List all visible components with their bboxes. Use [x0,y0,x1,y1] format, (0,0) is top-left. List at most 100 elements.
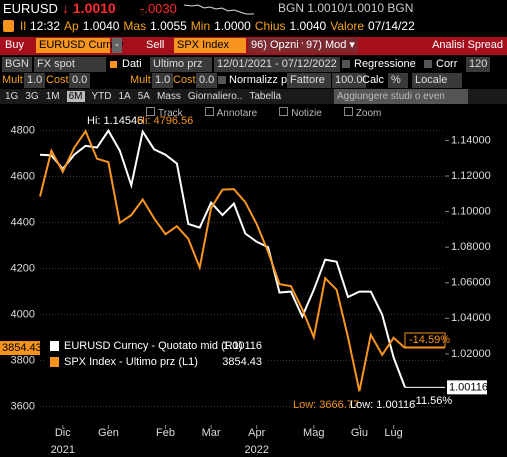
period-tab[interactable]: Tabella [249,91,282,102]
start-date[interactable]: 12/01/2021 [214,57,276,72]
function-icon[interactable] [3,20,14,32]
legend-label: EURUSD Curncy - Quotato mid (R1) [64,340,243,352]
cost-label: Cost [173,74,196,86]
normalize-checkbox[interactable] [218,76,226,84]
last-price: ↓ 1.0010 [62,0,116,16]
y-tick-label: 4400 [11,216,35,228]
bid-ask: BGN 1.0010/1.0010 BGN [278,1,414,15]
mult-field[interactable]: 1.0 [24,73,46,88]
legend-label: SPX Index - Ultimo prz (L1) [64,356,198,368]
mult-field[interactable]: 1.0 [152,73,174,88]
source-type-field[interactable]: FX spot [34,57,106,72]
stat-label: Mas [123,19,147,33]
annotation: Hi: 1.14546 [87,115,143,127]
x-group-label: 2022 [244,444,268,456]
x-tick-label: Feb [156,427,175,439]
x-tick-label: Mag [303,427,324,439]
y-tick-label: 4200 [11,262,35,274]
chart-tool[interactable]: Track [146,108,183,119]
mult-label: Mult [2,74,23,86]
y2-tick-label: 1.08000 [451,241,491,253]
buy-menu[interactable]: - [112,38,122,53]
normalize-field[interactable]: Fattore [287,73,331,88]
x-tick-label: Dic [55,427,71,439]
corr-checkbox[interactable] [424,60,432,68]
x-group-label: 2021 [51,444,75,456]
buy-label: Buy [5,39,24,51]
stat-value: 07/14/22 [368,19,415,33]
period-tabs: 1G 3G 1M 6M YTD 1A 5A Mass Giornaliero.. Tabella [5,89,288,104]
stat-label: Chius [254,19,286,33]
legend-swatch [50,341,59,351]
sell-label: Sell [146,39,165,51]
stat-label: Il [20,19,26,33]
normalize-label: Normalizz p/ [229,74,291,86]
y-tick-label: 4800 [11,124,35,136]
period-tab[interactable]: YTD [91,91,112,102]
regression-checkbox[interactable] [342,60,350,68]
annotation: -14.59% [409,334,450,346]
data-field[interactable]: Ultimo prz [150,57,212,72]
studies-field[interactable]: Aggiungere studi o even [334,89,468,104]
calc-label: Calc [362,74,385,86]
corr-label: Corr [436,58,458,70]
mod-button[interactable]: 97) Mod ▾ [303,38,358,53]
legend-value: 3854.43 [222,356,262,368]
annotation: Low: 1.00116 [350,399,415,411]
sell-security[interactable]: SPX Index [174,38,246,53]
x-tick-label: Lug [384,427,402,439]
legend-value: 1.00116 [223,340,262,352]
y2-tick-label: 1.06000 [451,277,491,289]
period-tab[interactable]: 1G [5,91,19,102]
period-tab[interactable]: Giornaliero.. [187,91,243,102]
annotation: -11.56% [412,395,452,407]
ticker: EURUSD [3,1,58,16]
y2-tick-label: 1.10000 [451,205,491,217]
data-label: Dati [122,58,142,70]
period-tab[interactable]: 6M [66,91,85,102]
period-tab[interactable]: 1A [118,91,131,102]
x-tick-label: Giu [351,427,368,439]
source-field[interactable]: BGN [2,57,32,72]
y-tick-label: 3600 [11,400,35,412]
stat-value: 1.0055 [150,19,187,33]
chart-tool[interactable]: Annotare [205,108,258,119]
cost-label: Cost [46,74,69,86]
currency-field[interactable]: Locale [412,73,462,88]
dati-icon[interactable] [110,61,117,68]
chart-tools: Track Annotare Notizie Zoom [146,106,403,121]
y-tick-label: 3800 [11,354,35,366]
mult-label: Mult [130,74,151,86]
line-series [39,128,406,388]
period-tab[interactable]: 1M [45,91,60,102]
period-tab[interactable]: 5A [137,91,150,102]
annotation: Low: 3666.77 [293,399,359,411]
x-tick-label: Gen [98,427,119,439]
y2-tick-label: 1.12000 [451,170,491,182]
options-button[interactable]: 96) Opzni ▾ [248,38,311,53]
legend-box [45,337,267,371]
chart-tool[interactable]: Notizie [279,108,322,119]
end-date[interactable]: - 07/12/2022 [272,57,340,72]
cost-field[interactable]: 0.0 [69,73,91,88]
last-value-label: 1.00116 [449,381,488,393]
last-value-tag [0,341,40,356]
page-title: Analisi Spread [432,39,503,51]
corr-window[interactable]: 120 [466,57,491,72]
factor-field[interactable]: 100.0 [332,73,366,88]
annotation-box [404,332,446,348]
buy-security[interactable]: EURUSD Curncy [36,38,123,53]
stat-value: 1.0040 [82,19,120,33]
period-tab[interactable]: 3G [25,91,39,102]
regression-label: Regressione [354,58,416,70]
y-tick-label: 4000 [11,308,35,320]
cost-field[interactable]: 0.0 [196,73,218,88]
period-tab[interactable]: Mass [156,91,181,102]
stat-label: Valore [330,19,365,33]
stat-value: 12:32 [30,19,61,33]
calc-field[interactable]: % [388,73,408,88]
chart-tool[interactable]: Zoom [344,108,382,119]
stat-label: Min [190,19,211,33]
x-tick-label: Mar [202,427,221,439]
